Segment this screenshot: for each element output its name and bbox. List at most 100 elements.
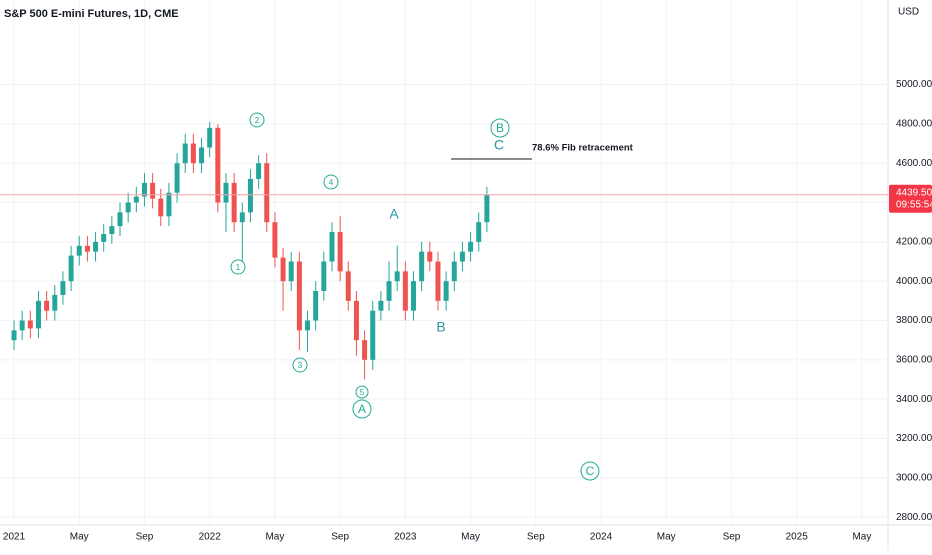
wave-label: C: [494, 137, 504, 153]
x-tick-label: Sep: [723, 532, 741, 543]
candle-body: [459, 251, 465, 262]
candle-body: [158, 198, 164, 217]
y-tick-label: 3400.00: [896, 394, 932, 405]
x-tick-label: May: [461, 532, 480, 543]
candle-body: [19, 320, 25, 331]
candle-body: [141, 182, 147, 197]
wave-label: 2: [255, 116, 260, 125]
candle-body: [411, 281, 417, 311]
candle-body: [484, 194, 490, 223]
wave-label: 4: [329, 178, 334, 187]
wave-circle: [323, 174, 339, 190]
candle-body: [305, 320, 311, 331]
wave-label: 5: [360, 388, 365, 397]
wave-circle: [352, 399, 372, 419]
y-tick-label: 4600.00: [896, 158, 932, 169]
candle-body: [329, 232, 335, 262]
candle-body: [166, 192, 172, 217]
candle-body: [207, 127, 213, 148]
wave-label: A: [389, 206, 399, 222]
y-tick-label: 4000.00: [896, 276, 932, 287]
candle-body: [133, 196, 139, 203]
candle-body: [247, 178, 253, 213]
x-tick-label: May: [852, 532, 871, 543]
candle-body: [370, 310, 376, 360]
candle-body: [109, 226, 115, 234]
wave-circle: [230, 259, 246, 275]
wave-label: B: [496, 121, 504, 135]
candle-body: [378, 300, 384, 311]
candle-body: [101, 233, 107, 242]
x-tick-label: Sep: [527, 532, 545, 543]
candle-body: [476, 222, 482, 242]
candle-body: [174, 163, 180, 193]
candle-body: [182, 143, 188, 164]
candle-body: [44, 300, 50, 311]
x-tick-label: 2024: [590, 532, 613, 543]
y-tick-label: 5000.00: [896, 79, 932, 90]
candle-body: [76, 245, 82, 256]
candle-body: [93, 241, 99, 252]
x-tick-label: 2025: [786, 532, 809, 543]
wave-label: B: [436, 319, 445, 335]
wave-label: C: [586, 464, 595, 478]
wave-circle: [355, 385, 369, 399]
price-tag-label: 4439.50: [896, 187, 932, 198]
wave-label: 3: [298, 361, 303, 370]
candle-body: [125, 202, 131, 213]
x-tick-label: 2023: [394, 532, 417, 543]
y-tick-label: 3000.00: [896, 472, 932, 483]
candle-body: [215, 127, 221, 203]
candle-body: [435, 261, 441, 301]
y-tick-label: 3200.00: [896, 433, 932, 444]
y-tick-label: 3600.00: [896, 354, 932, 365]
candle-body: [264, 163, 270, 223]
chart-title: S&P 500 E-mini Futures, 1D, CME: [4, 8, 179, 20]
wave-label: A: [358, 402, 366, 416]
candle-body: [337, 232, 343, 272]
candle-body: [443, 281, 449, 301]
candle-body: [52, 294, 58, 311]
y-tick-label: 3800.00: [896, 315, 932, 326]
x-tick-label: May: [265, 532, 284, 543]
y-tick-label: 4800.00: [896, 119, 932, 130]
candle-body: [84, 245, 90, 252]
candle-body: [150, 182, 156, 199]
currency: USD: [898, 7, 919, 18]
candle-body: [27, 320, 33, 329]
candle-body: [272, 222, 278, 258]
x-tick-label: May: [70, 532, 89, 543]
candle-body: [239, 212, 245, 223]
candle-body: [345, 271, 351, 301]
candle-body: [394, 271, 400, 282]
wave-circle: [249, 112, 265, 128]
candle-body: [313, 291, 319, 321]
y-tick-label: 2800.00: [896, 512, 932, 523]
x-tick-label: May: [657, 532, 676, 543]
candle-body: [427, 251, 433, 262]
x-tick-label: 2021: [3, 532, 26, 543]
fib-label: 78.6% Fib retracement: [532, 143, 634, 154]
candle-body: [353, 300, 359, 341]
candle-body: [223, 182, 229, 203]
wave-circle: [580, 461, 600, 481]
candle-body: [386, 281, 392, 301]
price-tag: [889, 184, 932, 213]
candle-body: [296, 261, 302, 331]
x-tick-label: Sep: [136, 532, 154, 543]
y-tick-label: 4200.00: [896, 236, 932, 247]
candle-body: [280, 257, 286, 282]
candle-body: [11, 330, 17, 341]
candle-body: [68, 255, 74, 282]
candle-body: [117, 212, 123, 227]
candle-body: [362, 340, 368, 360]
candle-body: [402, 271, 408, 311]
candle-body: [231, 182, 237, 223]
candle-body: [419, 251, 425, 282]
countdown: 09:55:54: [896, 199, 932, 210]
wave-circle: [490, 118, 510, 138]
candle-body: [468, 241, 474, 252]
candle-body: [321, 261, 327, 292]
